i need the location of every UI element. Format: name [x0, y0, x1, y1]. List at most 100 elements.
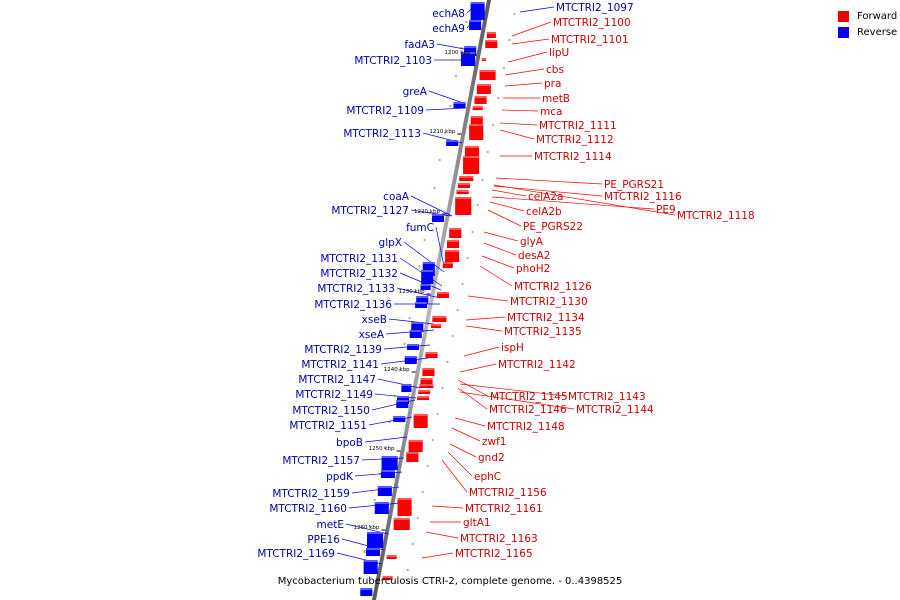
forward-label-connector: [504, 68, 545, 76]
forward-label-connector: [441, 459, 468, 493]
reverse-gene: [396, 399, 409, 409]
feature-dot: [418, 265, 421, 267]
reverse-label-connector: [368, 416, 413, 426]
gene-highlight: [416, 296, 429, 298]
forward-gene-label: mca: [540, 106, 562, 118]
reverse-label-connector: [403, 241, 445, 273]
gene-highlight: [485, 40, 498, 42]
reverse-gene-label: MTCTRI2_1103: [354, 55, 432, 67]
forward-label-connector: [451, 427, 481, 442]
gene-highlight: [408, 440, 423, 442]
feature-dot: [416, 517, 419, 519]
forward-label-connector: [459, 363, 497, 373]
reverse-label-connector: [364, 436, 408, 443]
forward-gene-label: MTCTRI2_1161: [465, 503, 543, 515]
forward-gene-label: lipU: [549, 47, 569, 59]
forward-gene: [457, 182, 471, 189]
feature-dot: [438, 159, 441, 161]
forward-gene: [444, 249, 460, 263]
gene-highlight: [442, 262, 453, 264]
forward-gene-label: MTCTRI2_1130: [510, 296, 588, 308]
reverse-label-connector: [383, 344, 431, 350]
gene-highlight: [393, 416, 406, 418]
reverse-gene-label: MTCTRI2_1113: [343, 128, 421, 140]
forward-gene-label: MTCTRI2_1100: [553, 17, 631, 29]
reverse-gene: [365, 547, 381, 557]
gene-highlight: [377, 486, 392, 488]
reverse-gene: [431, 213, 445, 223]
feature-dot: [383, 447, 386, 449]
gene-highlight: [431, 214, 444, 216]
feature-dot: [466, 257, 469, 259]
reverse-gene: [374, 501, 390, 515]
forward-label-connector: [457, 387, 488, 410]
gene-highlight: [476, 84, 491, 86]
forward-gene: [486, 31, 497, 39]
gene-highlight: [393, 518, 410, 520]
gene-highlight: [457, 183, 470, 185]
forward-gene-label: MTCTRI2_1165: [455, 548, 533, 560]
feature-dot: [433, 187, 436, 189]
reverse-label-connector: [396, 287, 441, 299]
forward-gene: [436, 291, 450, 299]
feature-dot: [449, 105, 452, 107]
legend-label-reverse: Reverse: [857, 26, 898, 38]
forward-gene: [485, 39, 498, 49]
gene-highlight: [422, 368, 435, 370]
forward-label-connector: [501, 109, 539, 112]
forward-label-connector: [431, 505, 464, 509]
gene-highlight: [456, 190, 469, 192]
reverse-gene-label: MTCTRI2_1109: [346, 105, 424, 117]
feature-dot: [486, 151, 489, 153]
reverse-label-connector: [348, 502, 401, 509]
feature-dot: [465, 21, 468, 23]
forward-gene: [430, 323, 442, 329]
reverse-gene-label: echA9: [432, 23, 465, 35]
reverse-gene: [445, 139, 459, 147]
gene-highlight: [404, 356, 417, 358]
forward-label-connector: [499, 122, 538, 126]
reverse-gene-label: metE: [317, 519, 344, 531]
gene-highlight: [422, 262, 435, 264]
gene-highlight: [396, 400, 409, 402]
forward-gene: [413, 413, 428, 429]
gene-highlight: [447, 240, 459, 242]
forward-gene-label: MTCTRI2_1112: [536, 134, 614, 146]
map-caption: Mycobacterium tuberculosis CTRI-2, compl…: [277, 576, 623, 587]
forward-label-connector: [421, 552, 454, 559]
reverse-gene-label: MTCTRI2_1147: [298, 374, 376, 386]
forward-label-connector: [483, 242, 517, 256]
gene-highlight: [472, 106, 483, 108]
forward-gene-label: PE_PGRS21: [604, 179, 664, 191]
reverse-label-connector: [435, 226, 445, 267]
reverse-gene-label: ppdK: [326, 471, 354, 483]
forward-label-connector: [459, 391, 575, 410]
forward-label-connector: [465, 316, 506, 321]
forward-gene: [416, 395, 430, 401]
forward-gene: [382, 575, 393, 581]
forward-gene: [406, 451, 419, 463]
forward-gene-label: MTCTRI2_1114: [534, 151, 612, 163]
forward-gene-label: MTCTRI2_1116: [604, 191, 682, 203]
forward-label-connector: [495, 177, 603, 185]
feature-dot: [368, 525, 371, 527]
reverse-gene-label: fumC: [406, 222, 434, 234]
forward-gene-label: pra: [544, 78, 561, 90]
gene-highlight: [381, 456, 398, 458]
gene-highlight: [360, 588, 373, 590]
feature-dot: [441, 387, 444, 389]
feature-dot: [436, 413, 439, 415]
reverse-label-connector: [399, 272, 442, 291]
reverse-label-connector: [399, 257, 443, 287]
backbone-bar: [372, 0, 491, 600]
gene-highlight: [463, 156, 480, 158]
reverse-gene-label: MTCTRI2_1132: [320, 268, 398, 280]
forward-label-connector: [454, 417, 486, 427]
feature-dot: [426, 465, 429, 467]
feature-dot: [451, 335, 454, 337]
feature-dot: [358, 577, 361, 579]
reverse-gene: [406, 343, 420, 351]
gene-highlight: [479, 70, 496, 72]
genome-backbone: [372, 0, 491, 600]
